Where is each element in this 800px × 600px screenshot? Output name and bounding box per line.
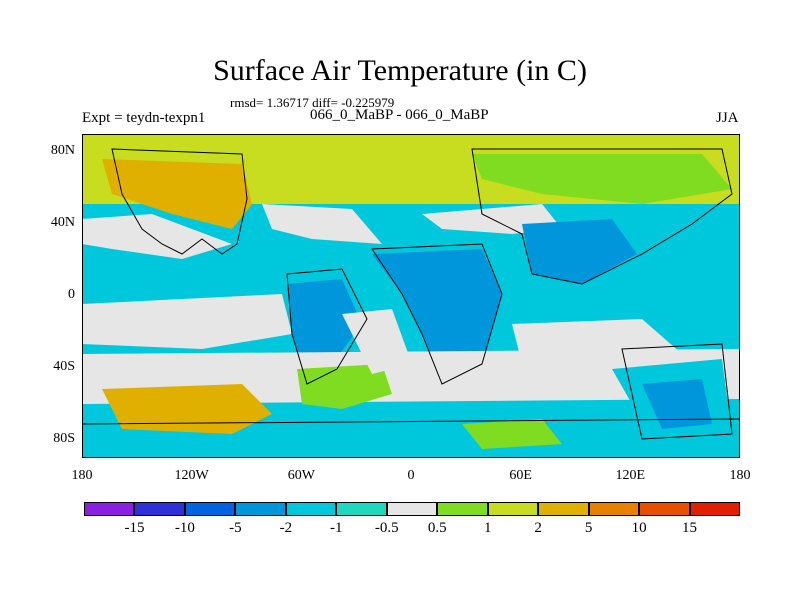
- antarctic-cold-region: [642, 379, 712, 429]
- rmsd-diff-stats: rmsd= 1.36717 diff= -0.225979: [230, 95, 395, 110]
- colorbar-label: -15: [124, 520, 145, 536]
- lat-label: 0: [68, 287, 75, 302]
- lon-label: 180: [729, 468, 751, 483]
- south-america-cold-region: [287, 279, 362, 374]
- lon-label: 0: [407, 468, 415, 483]
- south-atlantic-neutral: [342, 309, 412, 374]
- north-pacific-neutral: [82, 214, 232, 259]
- colorbar-swatch: [639, 502, 690, 516]
- asia-cold-region: [522, 219, 637, 284]
- tropical-pacific-neutral: [82, 294, 292, 349]
- colorbar-swatch: [84, 502, 135, 516]
- antarctic-warm-band: [462, 419, 562, 449]
- colorbar-label: 0.5: [427, 520, 447, 536]
- colorbar-label: -10: [174, 520, 195, 536]
- map-title: Surface Air Temperature (in C): [213, 54, 587, 87]
- colorbar-swatch: [285, 502, 337, 516]
- lon-label: 60W: [287, 468, 315, 483]
- lon-label: 60E: [509, 468, 532, 483]
- lat-label: 80S: [53, 431, 75, 446]
- colorbar-swatch: [487, 502, 539, 516]
- colorbar-label: 2: [534, 520, 542, 536]
- colorbar-swatch: [336, 502, 387, 516]
- colorbar-swatch: [235, 502, 286, 516]
- colorbar-label: -1: [330, 520, 343, 536]
- colorbar-swatch: [134, 502, 185, 516]
- lon-label: 120E: [615, 468, 646, 483]
- lat-label: 80N: [50, 143, 75, 158]
- lon-label: 120W: [174, 468, 209, 483]
- coastline-outlines: [82, 148, 740, 458]
- map-frame: [82, 134, 740, 458]
- north-atlantic-neutral: [262, 204, 382, 244]
- colorbar-swatch: [437, 502, 488, 516]
- season-label: JJA: [716, 110, 739, 126]
- colorbar-swatch: [184, 502, 236, 516]
- lon-label: 180: [71, 468, 93, 483]
- south-pacific-hot-region: [102, 384, 272, 434]
- north-america-hot-region: [102, 159, 252, 229]
- colorbar-swatch: [689, 502, 740, 516]
- colorbar-swatch: [386, 502, 438, 516]
- colorbar: [84, 502, 740, 516]
- colorbar-label: -0.5: [374, 520, 399, 536]
- comparison-subtitle: 066_0_MaBP - 066_0_MaBP: [310, 107, 489, 123]
- colorbar-swatch: [538, 502, 589, 516]
- eurasia-warm-region: [472, 154, 732, 204]
- colorbar-label: 5: [584, 520, 593, 536]
- temperature-difference-map: [82, 134, 740, 458]
- africa-cold-region: [372, 249, 502, 384]
- colorbar-label: -2: [279, 520, 293, 536]
- south-america-warm-region: [297, 364, 392, 409]
- lat-label: 40N: [50, 215, 75, 230]
- colorbar-label: -5: [229, 520, 242, 536]
- colorbar-label: 15: [682, 520, 698, 536]
- colorbar-label: 10: [631, 520, 647, 536]
- colorbar-swatch: [588, 502, 640, 516]
- colorbar-label: 1: [483, 520, 492, 536]
- lat-label: 40S: [53, 359, 75, 374]
- experiment-label: Expt = teydn-texpn1: [82, 110, 206, 126]
